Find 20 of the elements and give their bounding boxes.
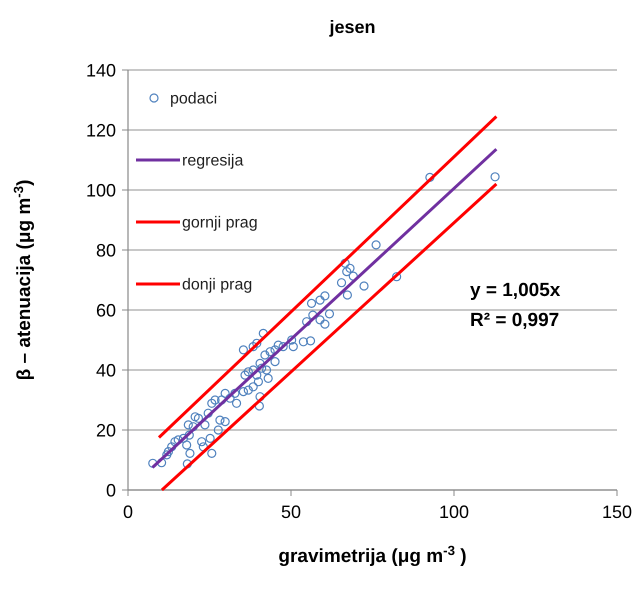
x-tick-label: 150 [602,502,632,522]
legend-label: podaci [170,90,218,108]
y-tick-label: 40 [96,360,116,380]
x-axis-title: gravimetrija (μg m$^{-3}$ ) [278,542,467,567]
annotation: R² = 0,997 [470,310,560,331]
chart-title: jesen [328,17,376,37]
x-tick-label: 0 [122,502,134,522]
y-tick-label: 100 [86,180,116,200]
legend-label: donji prag [182,276,252,294]
x-tick-label: 100 [438,502,470,522]
y-tick-label: 60 [96,300,116,320]
annotation: y = 1,005x [470,280,561,301]
x-tick-label: 50 [280,502,302,522]
y-tick-label: 140 [86,60,116,80]
legend-label: regresija [182,152,244,170]
y-tick-label: 80 [96,240,116,260]
legend-label: gornji prag [182,214,258,232]
y-tick-label: 0 [106,480,116,500]
y-tick-label: 20 [96,420,116,440]
y-tick-label: 120 [86,120,116,140]
